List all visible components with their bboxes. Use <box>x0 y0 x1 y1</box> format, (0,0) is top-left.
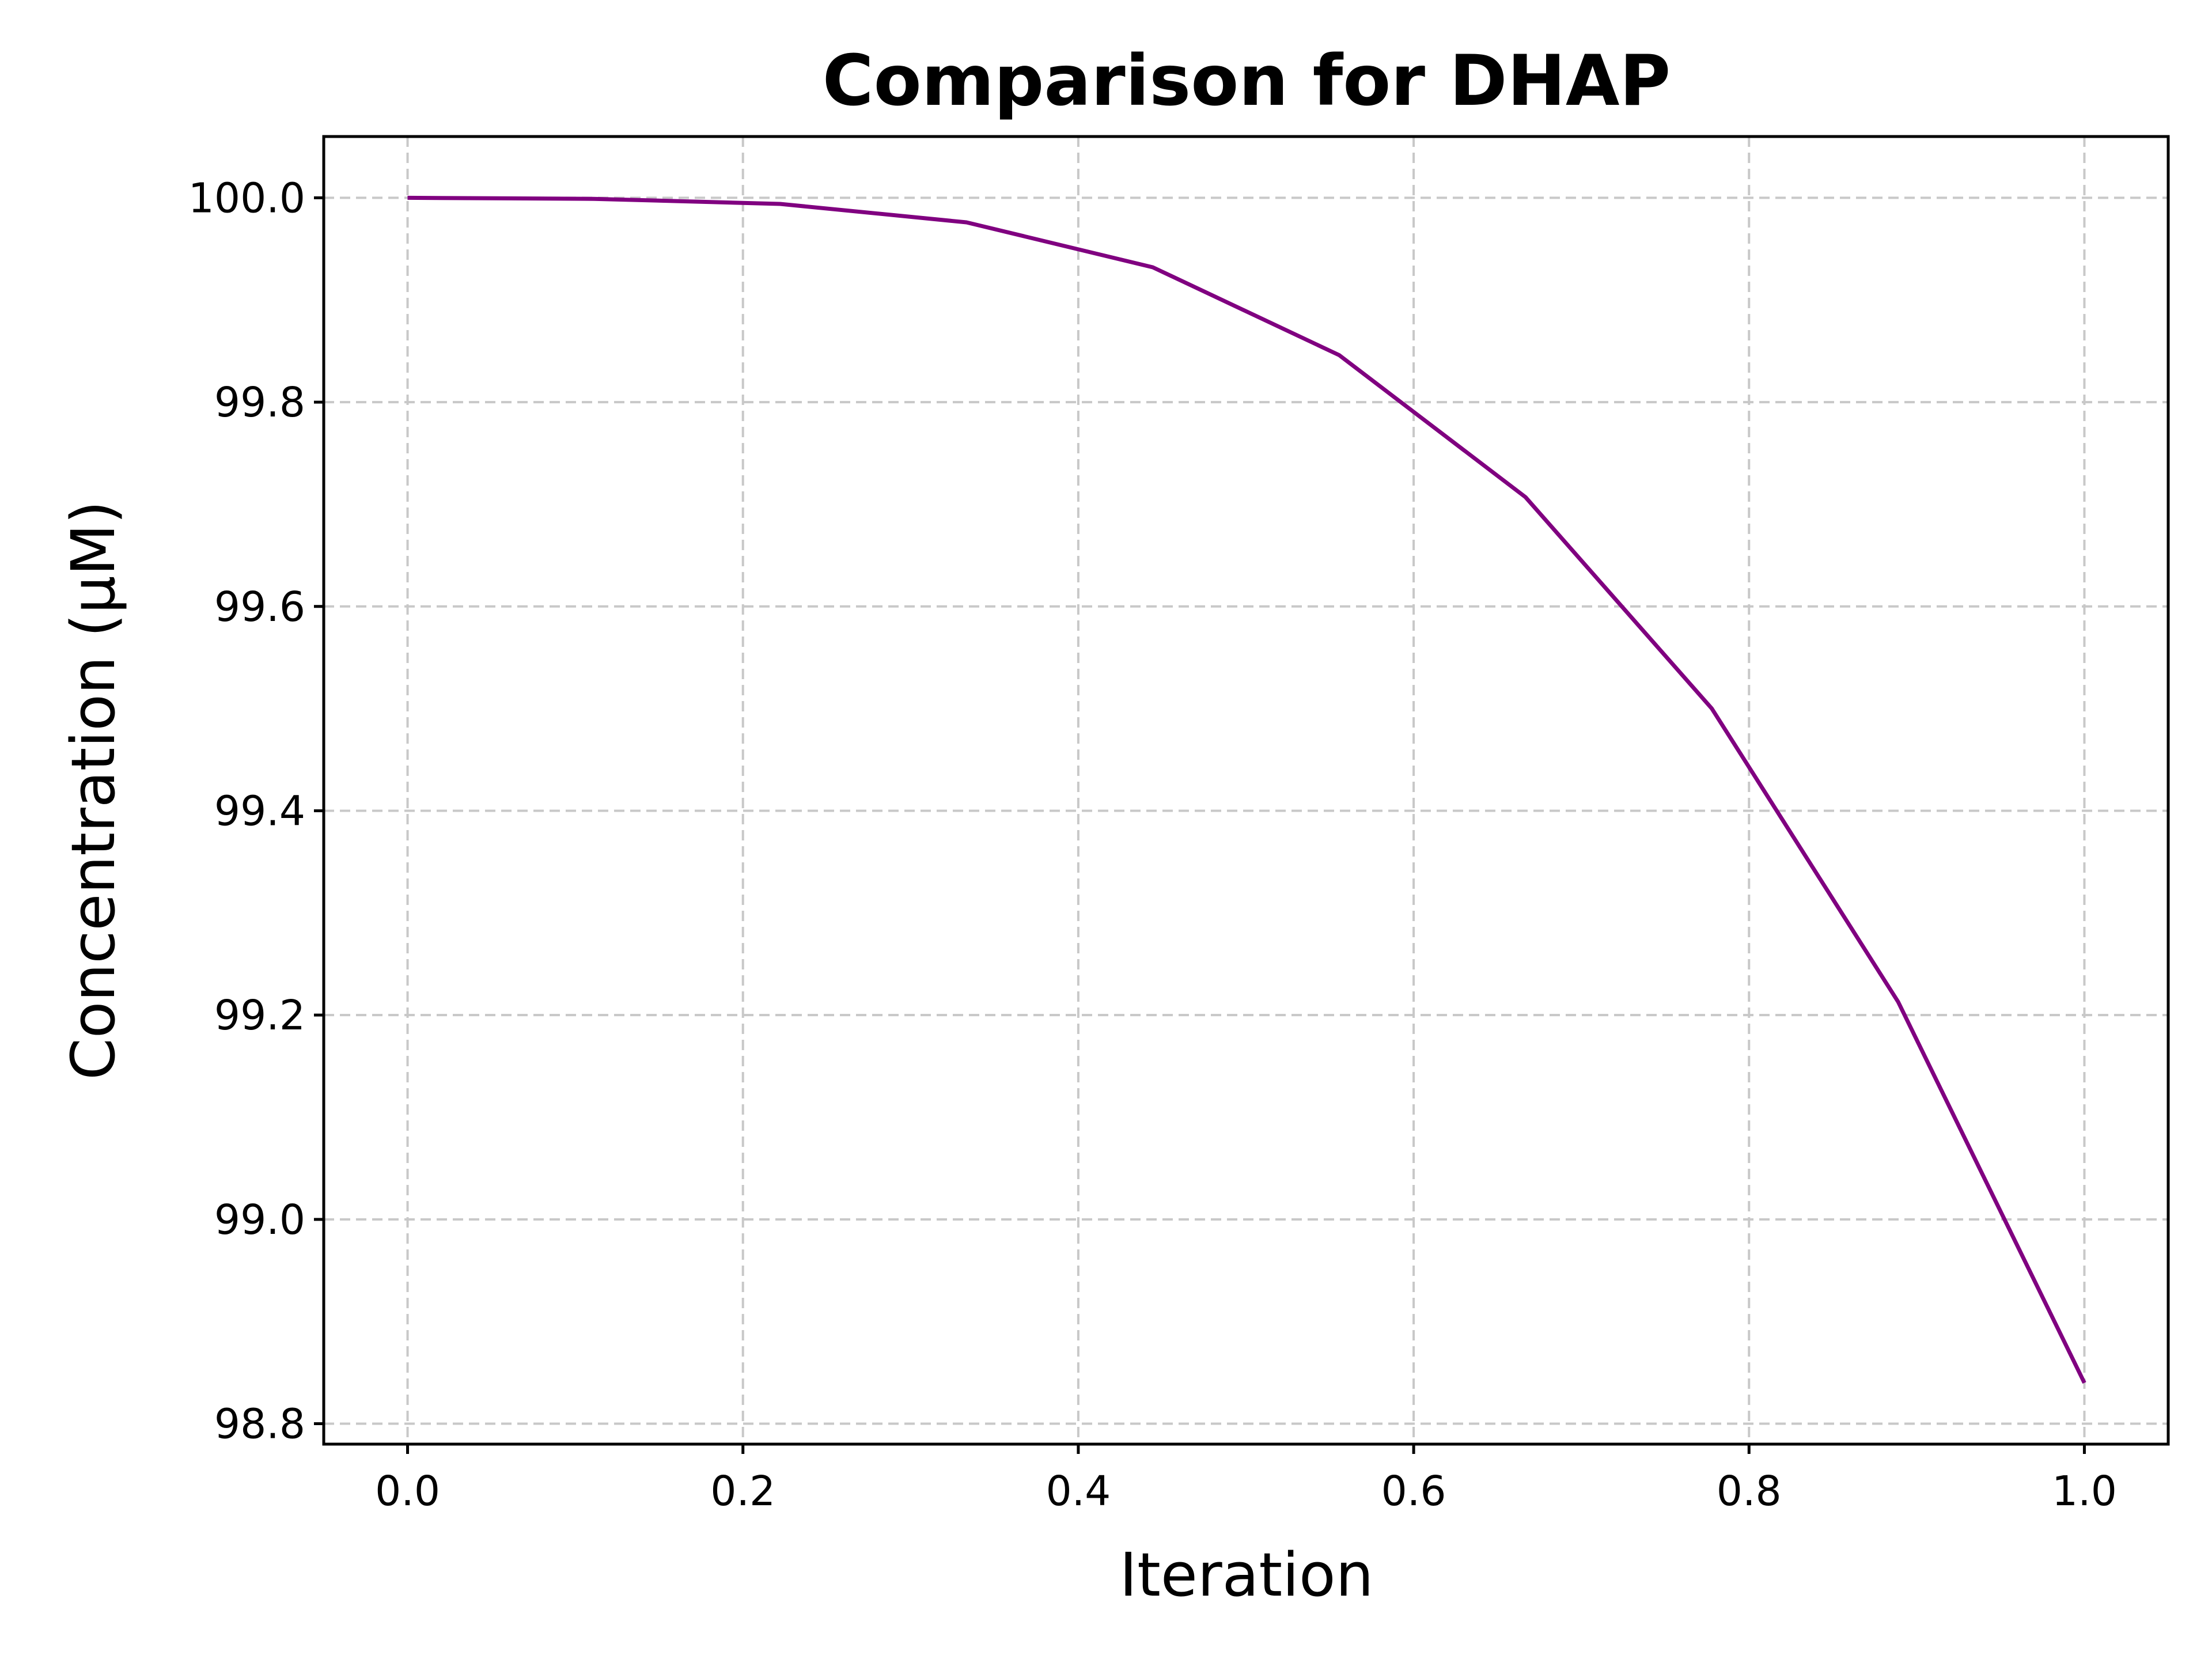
x-axis: 0.0 0.2 0.4 0.6 0.8 1.0 <box>375 1444 2117 1515</box>
y-tick-label: 100.0 <box>188 174 305 222</box>
y-tick-label: 99.0 <box>214 1196 305 1244</box>
x-axis-label: Iteration <box>1119 1540 1373 1610</box>
x-tick-label: 0.8 <box>1717 1467 1782 1515</box>
y-tick-label: 99.2 <box>214 991 305 1039</box>
plot-frame <box>322 135 2170 1446</box>
y-tick-label: 98.8 <box>214 1400 305 1448</box>
y-axis: 98.8 99.0 99.2 99.4 99.6 99.8 100.0 <box>188 174 324 1448</box>
x-tick-label: 0.0 <box>375 1467 440 1515</box>
y-axis-label: Concentration (μM) <box>58 501 128 1080</box>
series-line <box>407 195 2086 1384</box>
y-tick-label: 99.4 <box>214 787 305 835</box>
chart-title: Comparison for DHAP <box>823 40 1671 122</box>
grid-lines <box>324 137 2168 1444</box>
y-tick-label: 99.8 <box>214 378 305 426</box>
x-tick-label: 0.2 <box>710 1467 775 1515</box>
x-tick-label: 0.6 <box>1381 1467 1446 1515</box>
x-tick-label: 0.4 <box>1046 1467 1111 1515</box>
x-tick-label: 1.0 <box>2052 1467 2117 1515</box>
y-tick-label: 99.6 <box>214 583 305 631</box>
series-layer <box>407 195 2086 1384</box>
